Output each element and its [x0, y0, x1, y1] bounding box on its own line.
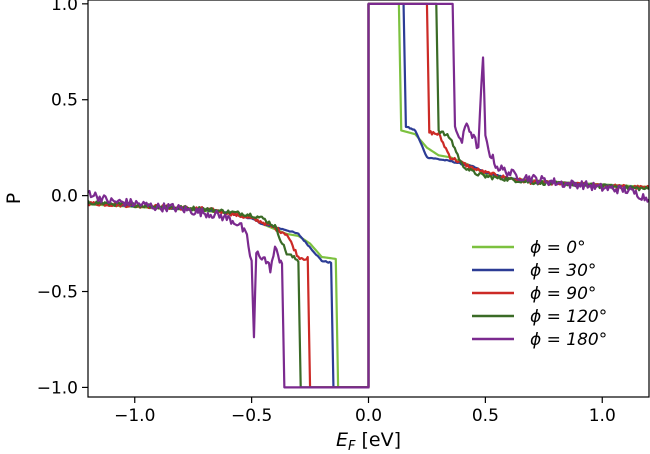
y-tick-label: −0.5: [37, 283, 78, 303]
x-axis-label: EF [eV]: [336, 429, 401, 454]
x-tick-label: 0.5: [472, 406, 499, 426]
legend-entry-label: ϕ = 90°: [530, 284, 596, 304]
y-axis-label: P: [3, 193, 25, 204]
x-axis-label-unit: [eV]: [355, 429, 401, 451]
y-tick-label: 0.5: [51, 91, 78, 111]
legend-entry-label: ϕ = 120°: [530, 307, 607, 327]
x-axis: −1.0 −0.5 0.0 0.5 1.0: [114, 397, 616, 426]
y-axis: −1.0 −0.5 0.0 0.5 1.0: [37, 0, 88, 398]
x-tick-label: 0.0: [355, 406, 382, 426]
x-tick-label: 1.0: [589, 406, 616, 426]
legend: ϕ = 0° ϕ = 30° ϕ = 90° ϕ = 120° ϕ = 180°: [472, 238, 607, 350]
y-tick-label: 0.0: [51, 187, 78, 207]
y-tick-label: −1.0: [37, 378, 78, 398]
series-line-4: [88, 2, 649, 389]
legend-entry-label: ϕ = 180°: [530, 330, 607, 350]
legend-entry-label: ϕ = 0°: [530, 238, 586, 258]
y-tick-label: 1.0: [51, 0, 78, 15]
x-axis-label-sub: F: [348, 439, 356, 454]
x-tick-label: −0.5: [231, 406, 272, 426]
legend-entry-label: ϕ = 30°: [530, 261, 596, 281]
plot-area: [88, 2, 649, 389]
x-axis-label-main: E: [336, 429, 348, 451]
x-tick-label: −1.0: [114, 406, 155, 426]
